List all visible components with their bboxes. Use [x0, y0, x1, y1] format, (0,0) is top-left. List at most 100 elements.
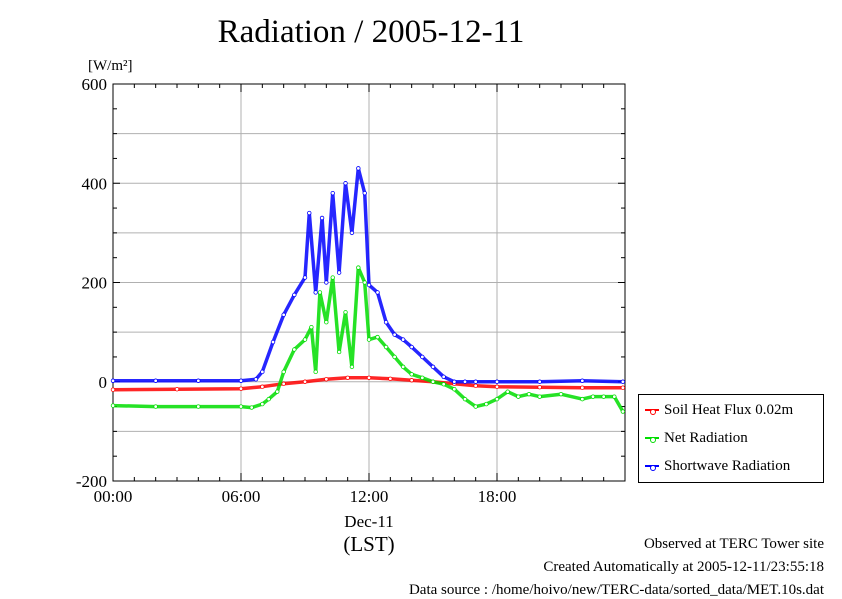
data-point	[238, 404, 244, 409]
data-point	[409, 378, 414, 383]
x-tick-label: 18:00	[478, 487, 517, 506]
data-point	[324, 280, 329, 285]
data-point	[366, 282, 372, 288]
data-point	[537, 385, 542, 390]
data-point	[302, 337, 308, 342]
data-point	[302, 275, 308, 280]
data-point	[601, 394, 606, 399]
data-point	[110, 387, 116, 392]
y-tick-label: 200	[82, 274, 108, 293]
data-point	[409, 344, 414, 350]
legend-label: Net Radiation	[664, 430, 748, 446]
data-point	[196, 378, 201, 383]
y-tick-label: 400	[82, 174, 108, 193]
series-line-3	[113, 166, 623, 384]
data-point	[441, 382, 446, 387]
x-tick-label: 00:00	[94, 487, 133, 506]
data-point	[153, 378, 158, 383]
x-tick-label: 12:00	[350, 487, 389, 506]
data-point	[420, 354, 425, 360]
data-point	[281, 381, 286, 386]
data-point	[249, 405, 254, 410]
data-point	[409, 372, 414, 377]
data-point	[343, 181, 348, 186]
series-line-1	[112, 376, 623, 392]
data-point	[430, 379, 436, 384]
legend-label: Soil Heat Flux 0.02m	[664, 402, 794, 418]
data-point	[462, 379, 468, 384]
legend-item-net-radiation: Net Radiation	[645, 430, 748, 450]
data-point	[516, 394, 521, 399]
legend-item-soil-heat-flux: Soil Heat Flux 0.02m	[645, 402, 793, 422]
data-point	[580, 396, 585, 402]
data-point	[620, 379, 626, 384]
data-point	[174, 386, 180, 392]
data-point	[388, 376, 393, 381]
data-point	[260, 369, 265, 375]
data-point	[494, 379, 500, 384]
x-axis-timezone-label: (LST)	[343, 532, 394, 556]
data-point	[292, 292, 297, 298]
data-point	[349, 364, 355, 370]
data-point	[330, 190, 335, 196]
data-point	[260, 384, 265, 389]
data-point	[392, 332, 397, 337]
data-point	[580, 385, 585, 390]
data-point	[494, 384, 500, 389]
data-point	[580, 378, 585, 383]
data-point	[473, 404, 478, 409]
data-point	[260, 401, 265, 407]
data-point	[336, 270, 342, 275]
footer-data-source: Data source : /home/hoivo/new/TERC-data/…	[408, 582, 824, 598]
y-tick-label: 600	[82, 75, 108, 94]
data-point	[343, 310, 348, 315]
data-point	[558, 391, 564, 397]
data-point	[309, 324, 314, 330]
data-point	[430, 364, 436, 370]
data-point	[392, 354, 397, 360]
data-point	[345, 375, 350, 380]
data-point	[452, 386, 457, 392]
data-point	[153, 404, 158, 409]
data-point	[505, 389, 510, 394]
data-point	[383, 344, 389, 350]
data-point	[270, 339, 276, 345]
y-axis-unit: [W/m²]	[88, 58, 132, 74]
x-axis-date-label: Dec-11	[344, 512, 393, 531]
data-point	[473, 379, 478, 384]
data-point	[253, 377, 259, 382]
data-point	[292, 347, 297, 352]
data-point	[473, 383, 478, 388]
data-point	[196, 404, 201, 409]
legend-label: Shortwave Radiation	[664, 458, 791, 474]
data-point	[526, 391, 532, 397]
data-point	[313, 290, 318, 295]
data-point	[400, 364, 406, 370]
data-point	[317, 290, 323, 295]
data-point	[324, 320, 329, 325]
data-point	[375, 290, 380, 295]
chart-title: Radiation / 2005-12-11	[217, 14, 525, 50]
data-point	[302, 379, 308, 384]
data-point	[537, 394, 542, 399]
legend-marker	[650, 409, 656, 415]
data-point	[620, 385, 626, 390]
data-point	[110, 403, 116, 408]
data-point	[366, 337, 372, 342]
footer-created-note: Created Automatically at 2005-12-11/23:5…	[543, 559, 824, 575]
x-tick-label: 06:00	[222, 487, 261, 506]
data-point	[313, 369, 318, 375]
data-point	[537, 379, 542, 384]
data-point	[484, 401, 489, 407]
data-point	[400, 337, 406, 342]
data-point	[441, 374, 446, 379]
chart-legend: Soil Heat Flux 0.02m Net Radiation Short…	[638, 394, 824, 483]
data-point	[307, 210, 312, 216]
y-tick-label: 0	[99, 373, 108, 392]
data-point	[238, 386, 244, 391]
data-point	[238, 378, 244, 383]
data-point	[452, 379, 457, 384]
data-point	[324, 377, 329, 382]
data-point	[349, 230, 355, 236]
